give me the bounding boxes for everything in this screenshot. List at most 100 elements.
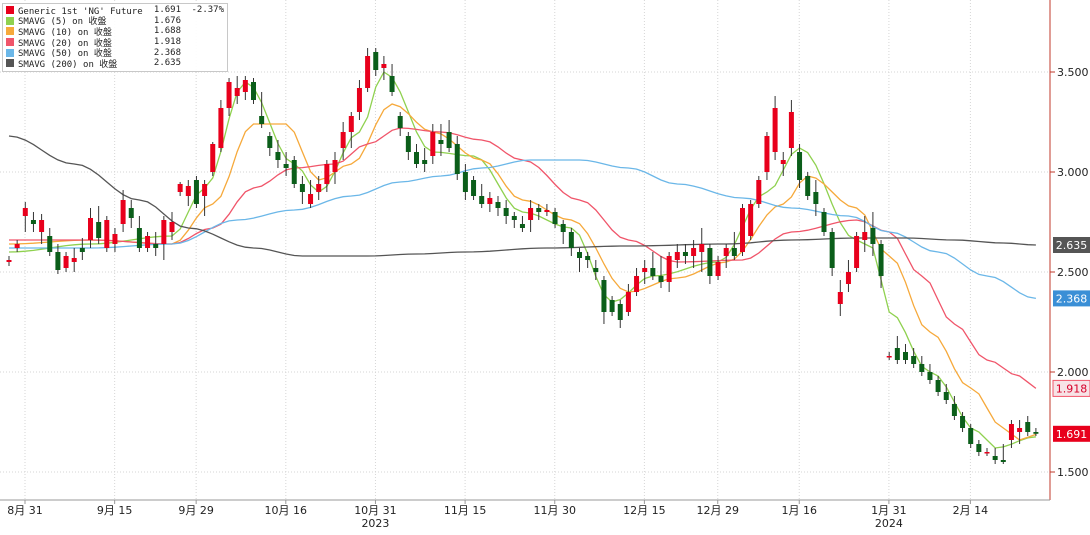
label-last-price-bg xyxy=(1053,425,1090,442)
candle-body xyxy=(927,372,933,380)
x-tick-label: 10月 16 xyxy=(265,504,308,517)
candle-body xyxy=(960,416,966,428)
candle-body xyxy=(120,200,126,224)
y-tick-label: 1.500 xyxy=(1057,466,1089,479)
label-smavg50-bg xyxy=(1053,290,1090,307)
candle-body xyxy=(780,160,786,164)
candle-body xyxy=(976,444,982,452)
legend-value-smavg5: 1.676 xyxy=(153,15,181,26)
candle-body xyxy=(691,248,697,256)
candle-body xyxy=(1008,424,1014,440)
candle-body xyxy=(381,64,387,68)
legend: Generic 1st 'NG' Future - 最新價 1.691 -2.3… xyxy=(2,3,228,72)
candle-body xyxy=(471,180,477,196)
legend-swatch-smavg20 xyxy=(6,38,14,47)
legend-swatch-smavg50 xyxy=(6,48,14,57)
candle-body xyxy=(495,202,501,208)
candle-body xyxy=(153,244,159,248)
candle-body xyxy=(414,152,419,164)
label-last-price: 1.691 xyxy=(1053,425,1090,442)
candle-body xyxy=(788,112,794,148)
legend-item-smavg50: SMAVG (50) on 收盤 2.368 xyxy=(6,47,224,60)
candle-body xyxy=(886,356,892,358)
legend-swatch-smavg200 xyxy=(6,59,14,68)
candle-body xyxy=(275,152,281,160)
candle-body xyxy=(283,164,289,168)
candle-body xyxy=(1025,422,1031,432)
candle-body xyxy=(136,228,142,248)
candle-body xyxy=(984,452,990,454)
candle-body xyxy=(356,88,362,112)
candle-body xyxy=(805,176,811,196)
legend-label-smavg10: SMAVG (10) on 收盤 xyxy=(18,27,112,38)
x-tick-label: 12月 29 xyxy=(697,504,740,517)
y-tick-label: 2.000 xyxy=(1057,366,1089,379)
candle-body xyxy=(234,88,240,96)
legend-value-smavg10: 1.688 xyxy=(153,26,181,37)
candle-body xyxy=(845,272,851,284)
label-smavg50: 2.368 xyxy=(1053,290,1090,307)
label-smavg200: 2.635 xyxy=(1053,237,1090,253)
candle-body xyxy=(454,144,460,174)
candle-body xyxy=(666,256,672,282)
candle-body xyxy=(911,356,917,364)
candle-body xyxy=(161,220,167,244)
legend-value-smavg20: 1.918 xyxy=(153,37,181,48)
candle-body xyxy=(39,220,45,232)
legend-swatch-price xyxy=(6,6,14,15)
candle-body xyxy=(1000,460,1006,462)
candle-body xyxy=(764,136,770,172)
candle-body xyxy=(30,220,36,224)
candle-body xyxy=(332,160,338,172)
candle-body xyxy=(919,364,925,372)
candle-body xyxy=(169,222,175,232)
legend-label-smavg5: SMAVG (5) on 收盤 xyxy=(18,17,107,28)
candle-body xyxy=(617,304,623,320)
candle-body xyxy=(14,244,20,248)
candle-body xyxy=(503,208,509,216)
candle-body xyxy=(479,196,485,204)
candle-body xyxy=(55,252,61,270)
legend-item-smavg200: SMAVG (200) on 收盤 2.635 xyxy=(6,58,224,70)
candle-body xyxy=(968,428,974,444)
candlesticks xyxy=(6,48,1039,464)
candle-body xyxy=(251,82,256,100)
legend-label-price: Generic 1st 'NG' Future - 最新價 xyxy=(18,6,149,17)
candle-body xyxy=(365,56,371,88)
candle-body xyxy=(707,248,713,276)
candle-body xyxy=(308,194,314,204)
candle-body xyxy=(226,82,232,108)
candle-body xyxy=(389,76,395,92)
candle-body xyxy=(829,232,835,268)
candle-body xyxy=(715,262,721,276)
candle-body xyxy=(568,232,574,248)
candle-body xyxy=(544,210,550,212)
label-smavg20-text: 1.918 xyxy=(1056,382,1088,395)
candle-body xyxy=(63,256,69,268)
candle-body xyxy=(47,236,53,252)
candle-body xyxy=(943,392,949,400)
candle-body xyxy=(642,268,648,272)
candle-body xyxy=(772,108,778,152)
candle-body xyxy=(609,300,615,312)
candle-body xyxy=(528,208,534,220)
candle-body xyxy=(682,252,688,256)
candle-body xyxy=(601,280,607,312)
x-tick-label: 11月 15 xyxy=(444,504,487,517)
legend-value-smavg50: 2.368 xyxy=(153,47,181,58)
candle-body xyxy=(748,204,754,236)
legend-value-price: 1.691 xyxy=(153,5,181,16)
candle-body xyxy=(862,232,868,240)
candle-body xyxy=(992,456,998,460)
legend-label-smavg50: SMAVG (50) on 收盤 xyxy=(18,49,112,60)
legend-value-smavg200: 2.635 xyxy=(153,58,181,69)
candle-body xyxy=(699,244,705,252)
candle-body xyxy=(242,80,248,92)
legend-item-smavg5: SMAVG (5) on 收盤 1.676 xyxy=(6,16,224,27)
candle-body xyxy=(340,132,346,148)
candle-body xyxy=(422,160,428,164)
label-smavg200-text: 2.635 xyxy=(1056,239,1088,252)
x-tick-label: 12月 15 xyxy=(623,504,666,517)
